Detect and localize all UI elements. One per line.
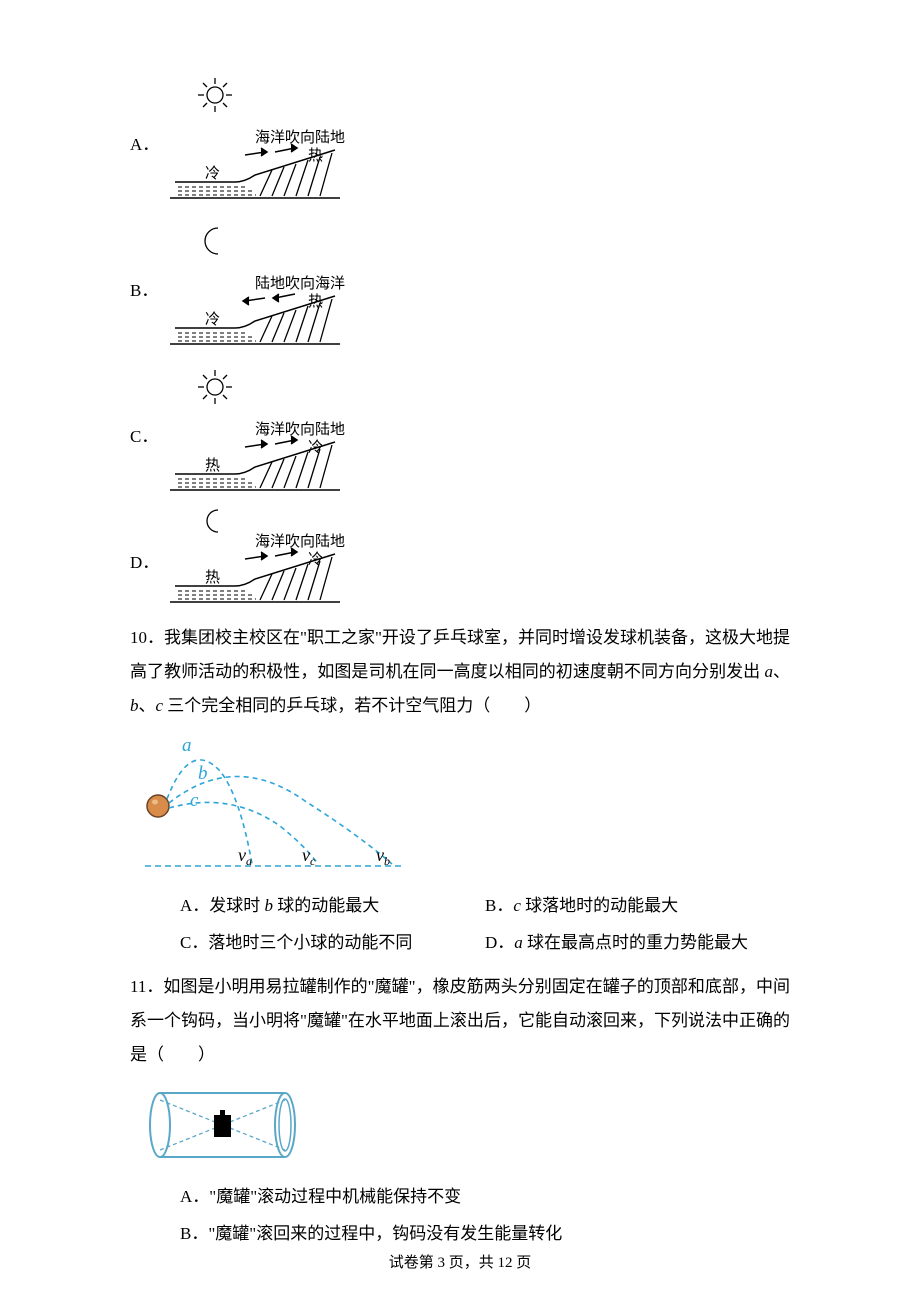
- diagram-c: 海洋吹向陆地 冷 热: [160, 362, 350, 502]
- option-c-label: C．: [130, 362, 160, 447]
- q10-opt-c: C．落地时三个小球的动能不同: [180, 924, 485, 961]
- q10-b: b: [130, 696, 139, 715]
- option-c-row: C． 海洋吹向陆地 冷 热: [130, 362, 790, 502]
- svg-text:热: 热: [205, 457, 220, 474]
- svg-text:热: 热: [205, 569, 220, 586]
- option-d-label: D．: [130, 508, 160, 573]
- diagram-a: 海洋吹向陆地 热 冷: [160, 70, 350, 210]
- svg-text:海洋吹向陆地: 海洋吹向陆地: [255, 421, 345, 438]
- q11-options: A．"魔罐"滚动过程中机械能保持不变 B．"魔罐"滚回来的过程中，钩码没有发生能…: [130, 1178, 790, 1253]
- q10-a: a: [764, 662, 773, 681]
- q10-opt-a: A．发球时 b 球的动能最大: [180, 887, 485, 924]
- q10-body1: 我集团校主校区在"职工之家"开设了乒乓球室，并同时增设发球机装备，这极大地提高了…: [130, 628, 790, 681]
- q11-opt-b: B．"魔罐"滚回来的过程中，钩码没有发生能量转化: [180, 1215, 790, 1252]
- trajectory-diagram: a b c va vc vb: [140, 731, 410, 881]
- q10-opt-d: D．a 球在最高点时的重力势能最大: [485, 924, 790, 961]
- q10-opt-b: B．c 球落地时的动能最大: [485, 887, 790, 924]
- page-footer: 试卷第 3 页，共 12 页: [0, 1251, 920, 1272]
- q10-text: 10．我集团校主校区在"职工之家"开设了乒乓球室，并同时增设发球机装备，这极大地…: [130, 621, 790, 723]
- svg-text:c: c: [190, 790, 199, 811]
- q10-c: c: [156, 696, 164, 715]
- q11-number: 11．: [130, 977, 163, 996]
- q11-opt-a: A．"魔罐"滚动过程中机械能保持不变: [180, 1178, 790, 1215]
- q11-body: 如图是小明用易拉罐制作的"魔罐"，橡皮筋两头分别固定在罐子的顶部和底部，中间系一…: [130, 977, 790, 1064]
- svg-text:陆地吹向海洋: 陆地吹向海洋: [255, 275, 345, 292]
- option-a-label: A．: [130, 70, 160, 155]
- svg-text:a: a: [182, 735, 192, 756]
- diagram-d: 海洋吹向陆地 冷 热: [160, 508, 350, 613]
- can-diagram: [140, 1080, 305, 1170]
- q10-number: 10．: [130, 628, 164, 647]
- svg-text:海洋吹向陆地: 海洋吹向陆地: [255, 533, 345, 550]
- option-a-row: A． 海洋吹向陆地 热 冷: [130, 70, 790, 210]
- option-b-label: B．: [130, 216, 160, 301]
- svg-text:b: b: [198, 763, 208, 784]
- q11-text: 11．如图是小明用易拉罐制作的"魔罐"，橡皮筋两头分别固定在罐子的顶部和底部，中…: [130, 970, 790, 1072]
- svg-text:海洋吹向陆地: 海洋吹向陆地: [255, 129, 345, 146]
- option-d-row: D． 海洋吹向陆地 冷 热: [130, 508, 790, 613]
- svg-text:va: va: [238, 845, 252, 868]
- option-b-row: B． 陆地吹向海洋 热 冷: [130, 216, 790, 356]
- svg-text:冷: 冷: [205, 165, 220, 182]
- diagram-b: 陆地吹向海洋 热 冷: [160, 216, 350, 356]
- svg-text:vc: vc: [302, 845, 316, 868]
- svg-text:冷: 冷: [205, 311, 220, 328]
- q10-options: A．发球时 b 球的动能最大 B．c 球落地时的动能最大 C．落地时三个小球的动…: [130, 887, 790, 962]
- svg-text:vb: vb: [376, 845, 390, 868]
